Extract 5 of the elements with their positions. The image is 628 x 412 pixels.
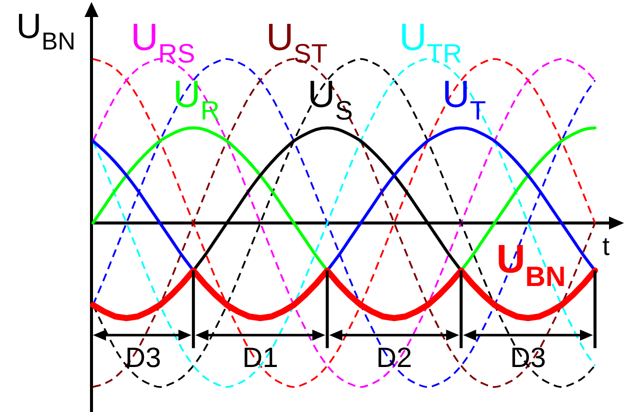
x-axis-title: t	[602, 231, 610, 261]
annotation: D2	[376, 342, 412, 374]
annotation: D3	[510, 342, 546, 374]
annotation: D1	[242, 342, 278, 374]
annotation: D3	[125, 342, 162, 374]
